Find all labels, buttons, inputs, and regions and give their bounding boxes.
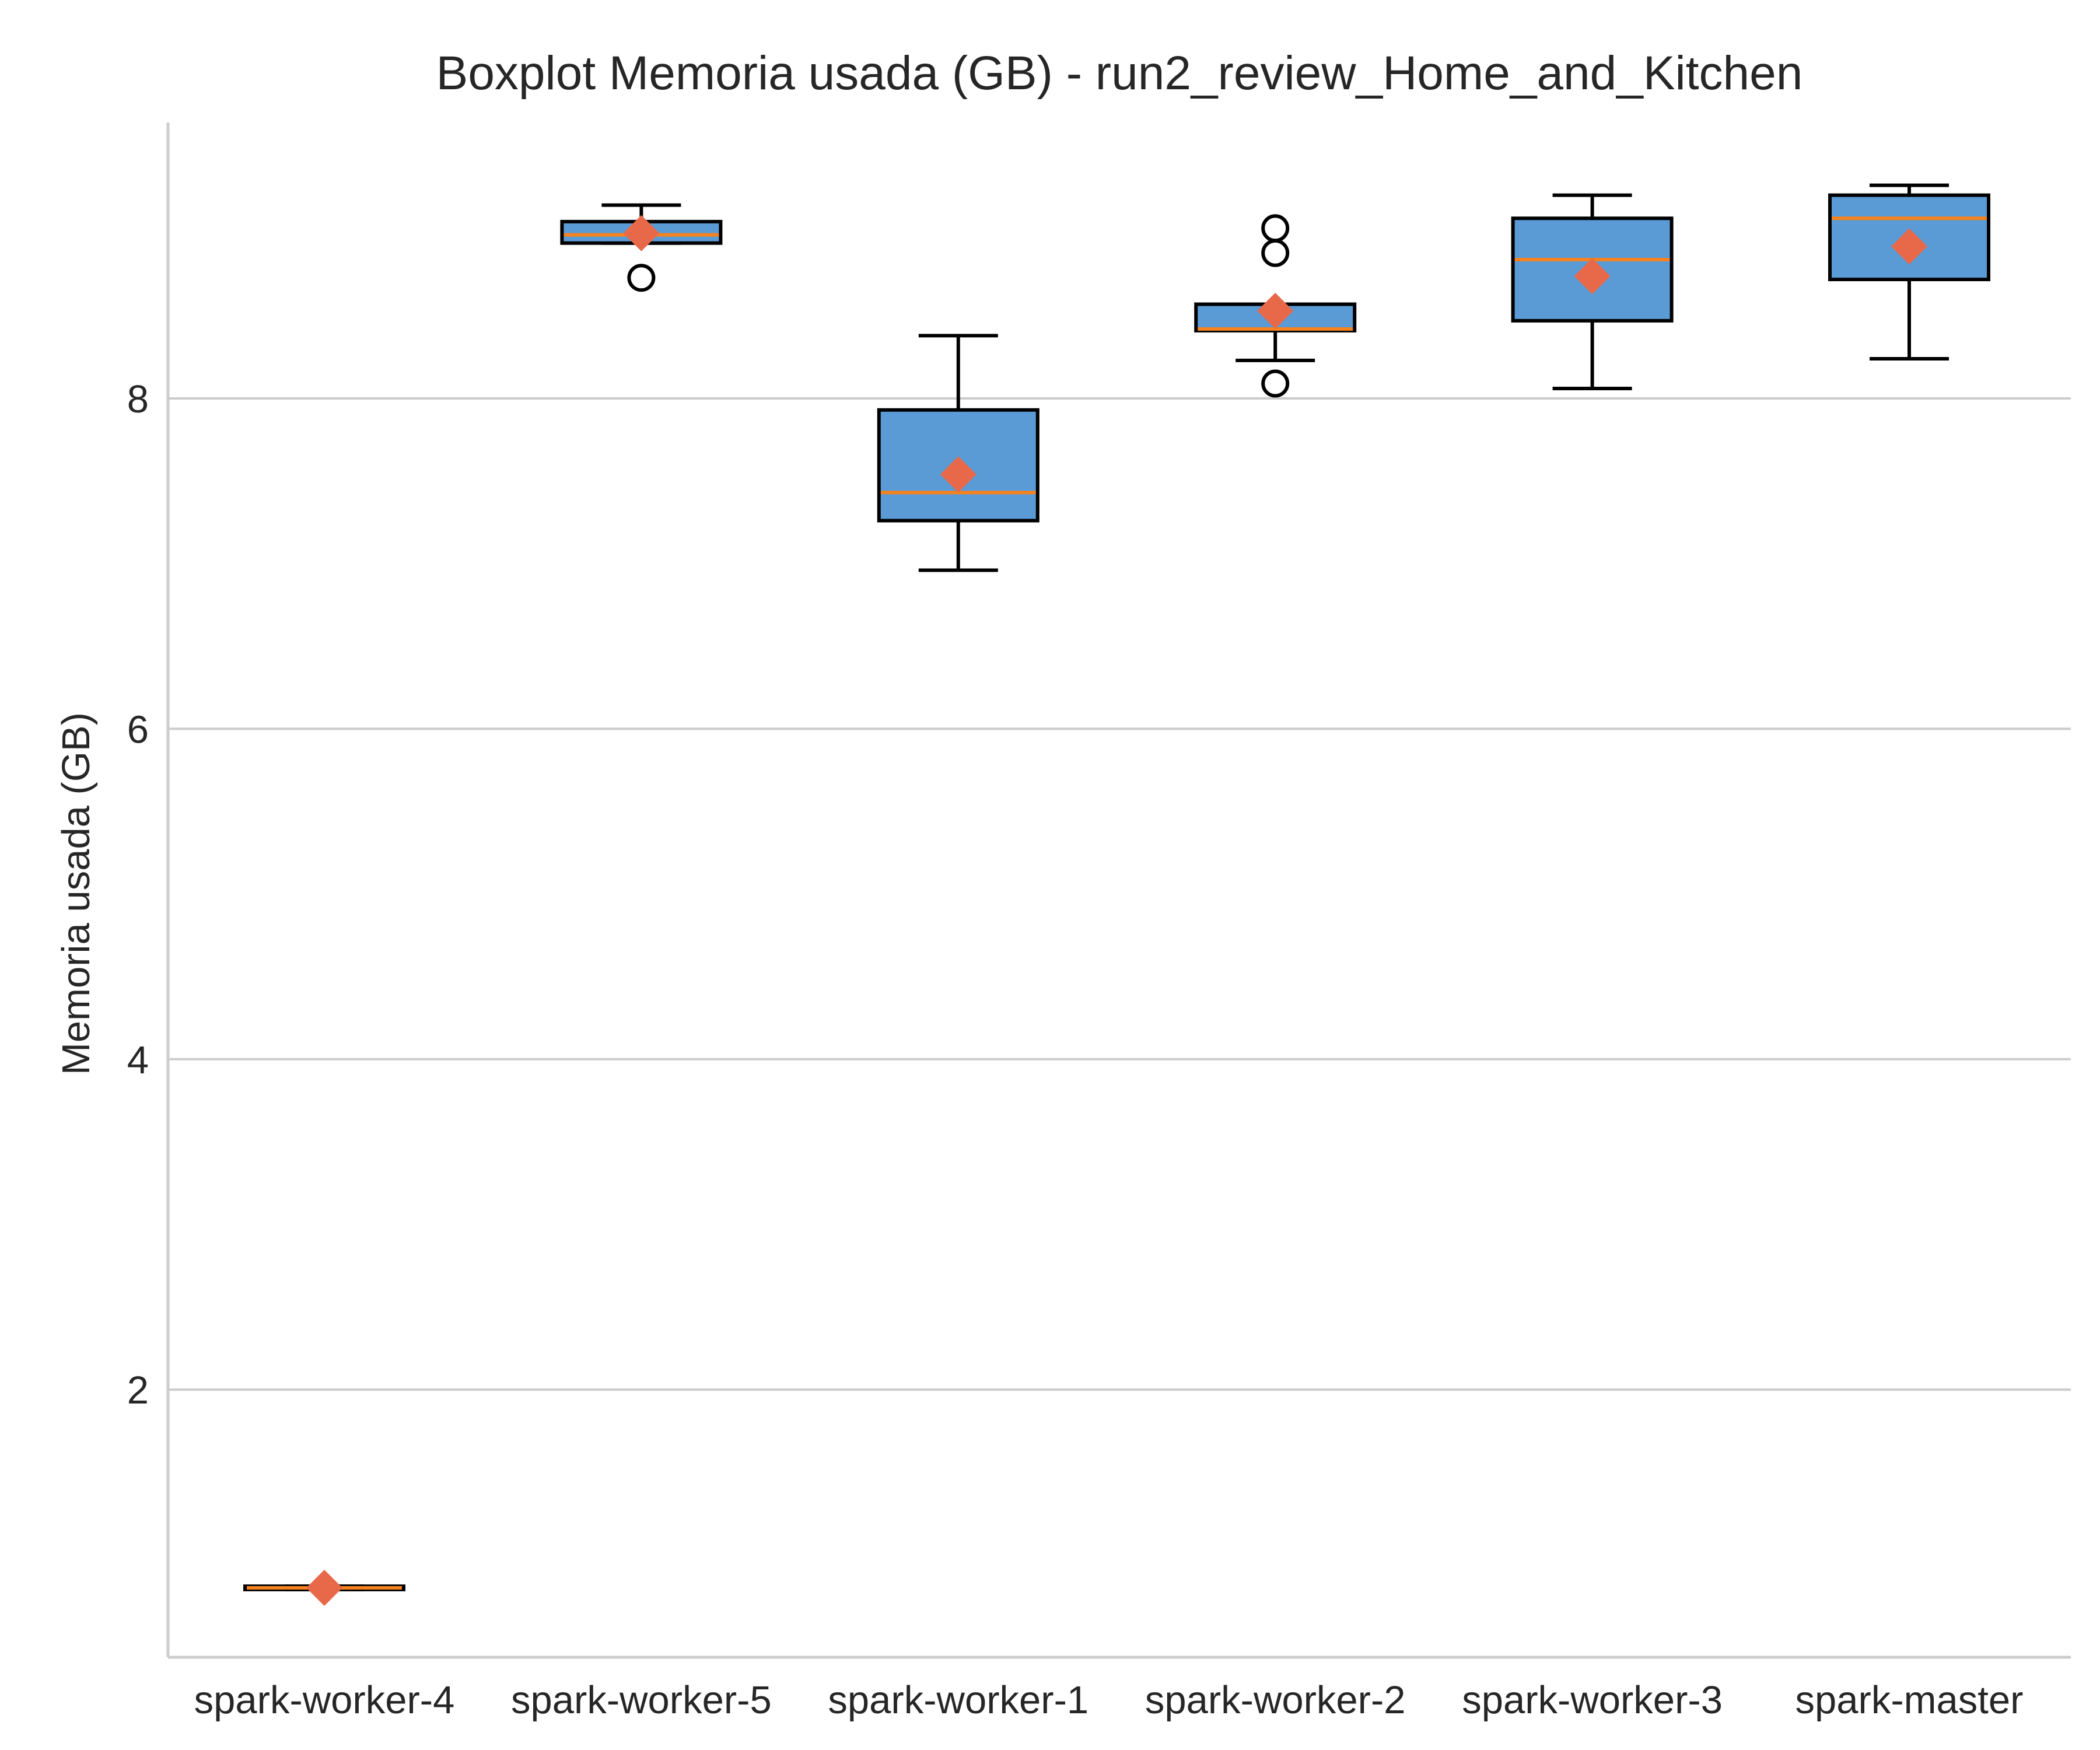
x-tick-label: spark-worker-2 [1145,1678,1406,1722]
boxes [243,183,1990,1606]
x-tick-labels: spark-worker-4 spark-worker-5 spark-worker… [194,1678,2024,1722]
y-axis-label: Memoria usada (GB) [54,712,98,1075]
x-tick-label: spark-worker-4 [194,1678,455,1722]
x-tick-label: spark-worker-3 [1462,1678,1723,1722]
y-tick-labels: 2 4 6 8 [127,377,149,1412]
mean-marker [306,1570,342,1606]
x-tick-label: spark-master [1796,1678,2024,1722]
box-spark-master [1828,183,1990,360]
mean-marker [940,456,977,493]
box-spark-worker-4 [243,1570,405,1606]
box-spark-worker-1 [877,334,1040,572]
mean-marker [1257,292,1294,329]
box-spark-worker-3 [1511,193,1674,390]
y-tick-label: 4 [127,1038,149,1082]
x-tick-label: spark-worker-1 [828,1678,1088,1722]
box-spark-worker-5 [560,203,723,292]
y-tick-label: 8 [127,377,149,421]
y-tick-label: 6 [127,708,149,751]
box-spark-worker-2 [1194,214,1357,398]
chart-title: Boxplot Memoria usada (GB) - run2_review… [436,47,1803,100]
x-tick-label: spark-worker-5 [511,1678,772,1722]
y-tick-label: 2 [127,1368,149,1412]
mean-marker [1891,228,1927,265]
axis-spines [166,123,2071,1659]
mean-marker [623,215,660,251]
outlier-point [1261,369,1290,398]
grid-lines [168,397,2071,1391]
outlier-point [1261,239,1290,267]
outlier-point [627,264,656,292]
mean-marker [1574,258,1611,295]
outlier-point [1261,214,1290,243]
